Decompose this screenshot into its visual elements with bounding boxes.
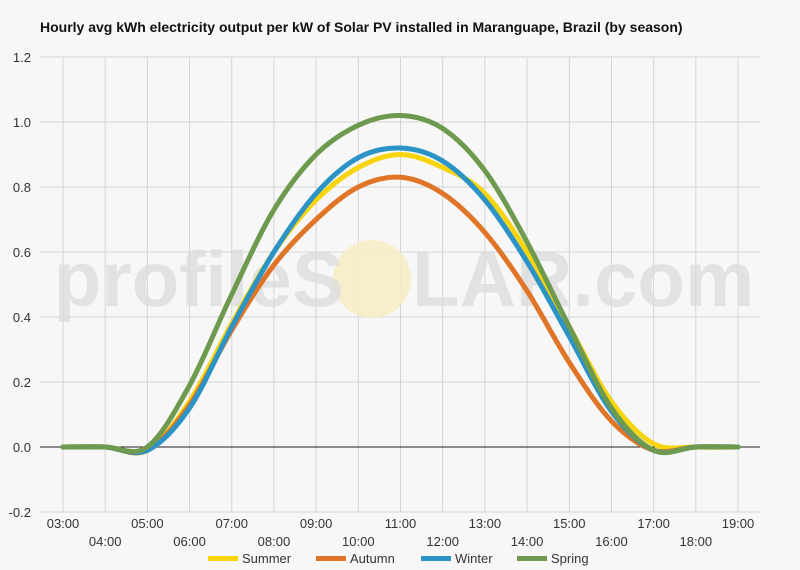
x-tick-label: 09:00 — [300, 516, 333, 531]
y-tick-label: -0.2 — [9, 505, 31, 520]
legend-item-autumn: Autumn — [316, 549, 395, 567]
legend-label-spring: Spring — [551, 550, 589, 566]
x-tick-label: 07:00 — [215, 516, 248, 531]
x-tick-label: 15:00 — [553, 516, 586, 531]
watermark-text-part2: S — [292, 235, 344, 323]
legend: Summer Autumn Winter Spring — [0, 549, 800, 567]
legend-swatch-summer — [208, 555, 238, 561]
y-tick-label: 1.0 — [13, 115, 31, 130]
x-tick-label: 11:00 — [385, 516, 417, 531]
series-line-spring — [60, 112, 741, 456]
x-tick-label: 17:00 — [637, 516, 670, 531]
x-tick-label: 06:00 — [173, 534, 206, 549]
y-tick-label: 0.2 — [13, 375, 31, 390]
legend-item-winter: Winter — [421, 549, 493, 567]
legend-item-summer: Summer — [208, 549, 291, 567]
x-tick-label: 05:00 — [131, 516, 164, 531]
x-tick-label: 14:00 — [511, 534, 544, 549]
legend-swatch-autumn — [316, 555, 346, 561]
x-tick-label: 08:00 — [258, 534, 291, 549]
y-tick-label: 1.2 — [13, 50, 31, 65]
legend-swatch-winter — [421, 555, 451, 561]
watermark-sun — [333, 240, 411, 318]
watermark-text: profileS LAR.com — [54, 235, 755, 323]
axes: 1.2 1.0 0.8 0.6 0.4 0.2 0.0 -0.2 03:00 04:00 05:00… — [9, 50, 760, 549]
x-tick-label: 10:00 — [342, 534, 375, 549]
y-tick-label: 0.4 — [13, 310, 31, 325]
x-tick-label: 03:00 — [47, 516, 80, 531]
legend-swatch-spring — [517, 555, 547, 561]
y-tick-label: 0.8 — [13, 180, 31, 195]
x-tick-label: 16:00 — [595, 534, 628, 549]
legend-label-autumn: Autumn — [350, 550, 395, 566]
legend-label-winter: Winter — [455, 550, 493, 566]
chart-title: Hourly avg kWh electricity output per kW… — [40, 19, 683, 35]
watermark: profileS LAR.com — [54, 235, 755, 323]
legend-item-spring: Spring — [517, 549, 589, 567]
legend-label-summer: Summer — [242, 550, 292, 566]
x-tick-label: 13:00 — [469, 516, 502, 531]
x-tick-label: 04:00 — [89, 534, 122, 549]
series-lines — [60, 112, 741, 456]
y-tick-label: 0.0 — [13, 440, 31, 455]
watermark-text-part3: LAR.com — [412, 235, 754, 323]
x-tick-label: 19:00 — [722, 516, 755, 531]
x-tick-label: 18:00 — [680, 534, 713, 549]
x-tick-label: 12:00 — [426, 534, 459, 549]
y-tick-label: 0.6 — [13, 245, 31, 260]
